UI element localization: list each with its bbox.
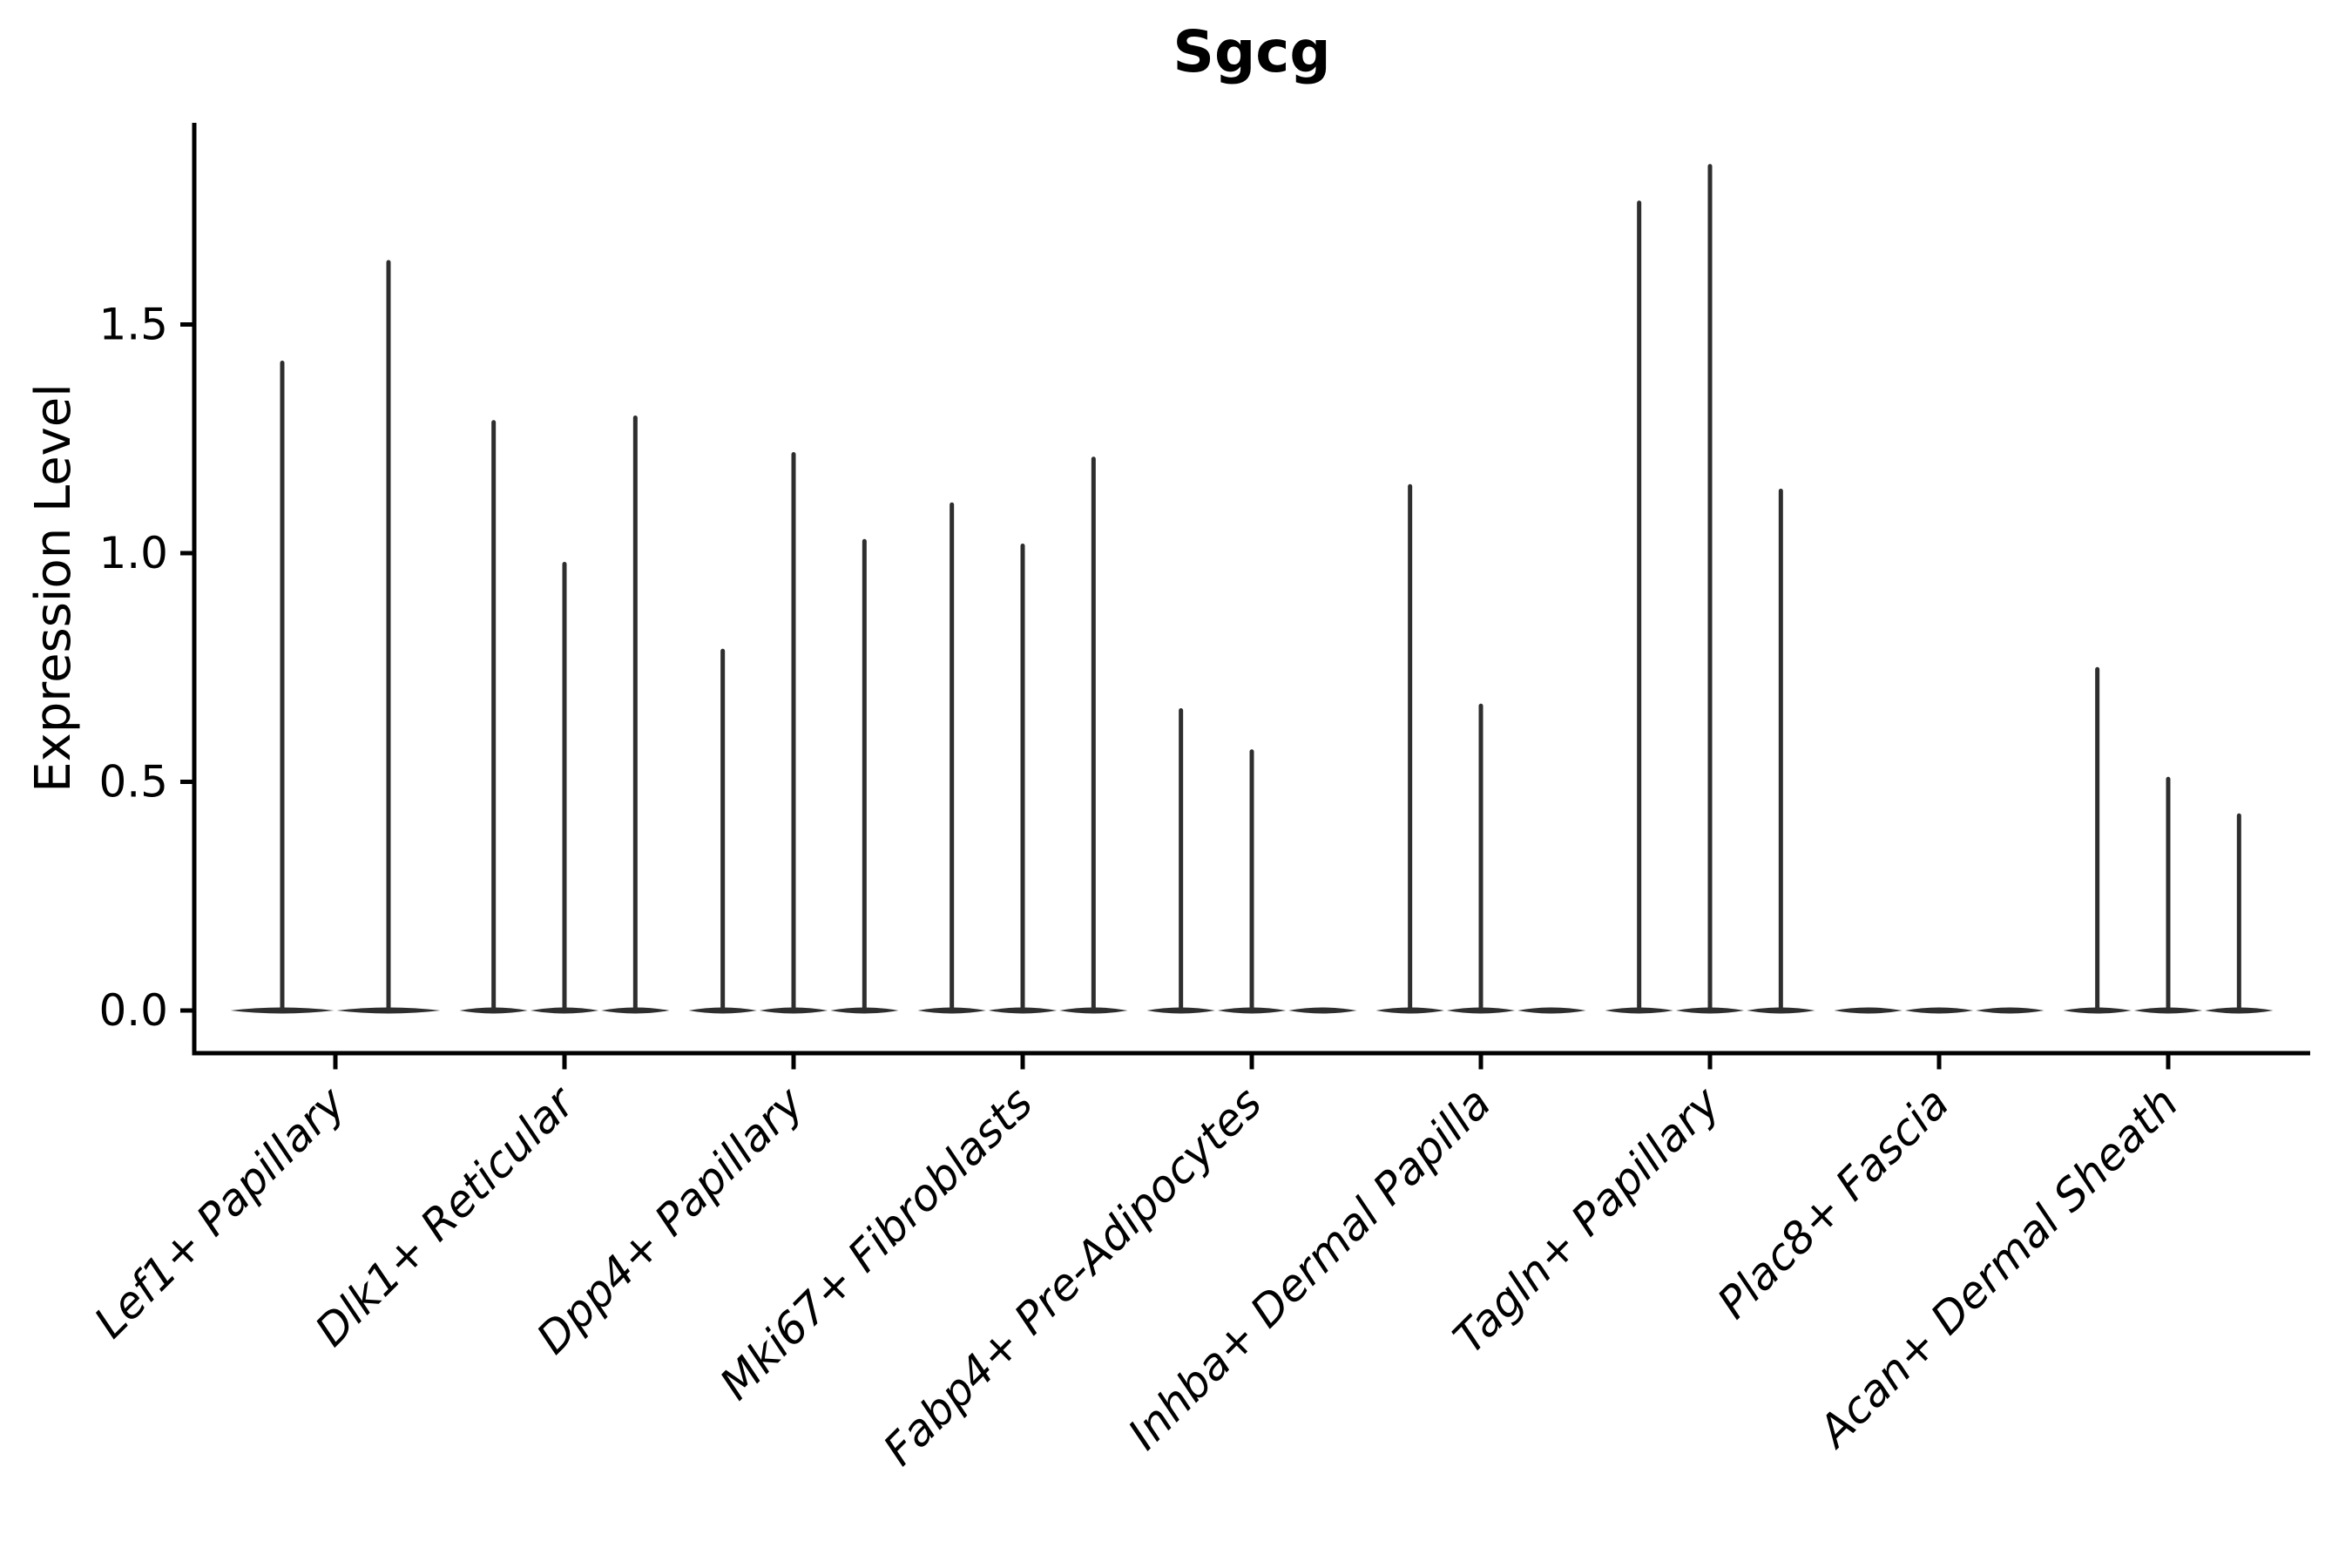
- y-axis-label: Expression Level: [25, 383, 82, 793]
- violin-base: [1288, 1007, 1357, 1014]
- chart-title: Sgcg: [1173, 18, 1330, 85]
- axes-layer: [180, 123, 2310, 1070]
- y-tick-label: 0.5: [98, 757, 168, 808]
- y-tick-label: 1.5: [98, 300, 168, 350]
- violin-base: [1517, 1007, 1586, 1014]
- violin-base: [1976, 1007, 2044, 1014]
- y-tick-label: 0.0: [98, 985, 168, 1036]
- violin-base: [1904, 1007, 1974, 1014]
- violin-base: [1834, 1007, 1903, 1014]
- y-tick-label: 1.0: [98, 528, 168, 578]
- violins-layer: [230, 164, 2274, 1014]
